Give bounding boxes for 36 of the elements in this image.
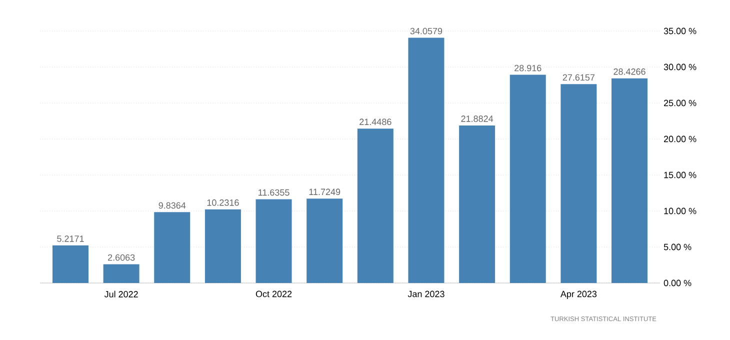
- data-label: 21.8824: [461, 116, 494, 122]
- y-tick-label: 5.00 %: [664, 244, 692, 250]
- data-label: 2.6063: [108, 254, 135, 261]
- data-label: 11.6355: [258, 189, 290, 196]
- y-tick-label: 35.00 %: [664, 28, 696, 34]
- bar: [103, 264, 140, 283]
- data-label: 10.2316: [207, 199, 239, 206]
- x-tick-label: Jul 2022: [104, 290, 138, 298]
- bar: [612, 78, 648, 283]
- bar: [510, 74, 546, 283]
- y-tick-label: 20.00 %: [664, 136, 696, 142]
- data-label: 21.4486: [360, 118, 392, 126]
- data-label: 5.2171: [57, 236, 84, 242]
- bar: [154, 212, 190, 283]
- bar: [408, 38, 444, 283]
- data-label: 27.6157: [562, 74, 594, 81]
- bar: [306, 198, 343, 283]
- bar: [204, 209, 241, 283]
- x-tick-label: Oct 2022: [256, 290, 292, 298]
- y-tick-label: 10.00 %: [664, 208, 696, 214]
- data-label: 28.4266: [614, 68, 646, 75]
- y-tick-label: 15.00 %: [664, 172, 696, 178]
- data-label: 9.8364: [158, 202, 186, 209]
- y-tick-label: 0.00 %: [664, 280, 692, 286]
- x-tick-label: Jan 2023: [408, 290, 444, 298]
- data-label: 28.916: [514, 64, 542, 72]
- y-tick-label: 25.00 %: [664, 100, 696, 106]
- bar: [256, 199, 292, 283]
- y-tick-label: 30.00 %: [664, 64, 696, 70]
- bar: [459, 125, 496, 283]
- bar: [52, 245, 88, 283]
- bar: [560, 84, 597, 283]
- data-label: 34.0579: [410, 28, 442, 34]
- bar: [357, 128, 394, 283]
- data-label: 11.7249: [309, 188, 340, 196]
- x-tick-label: Apr 2023: [560, 290, 597, 299]
